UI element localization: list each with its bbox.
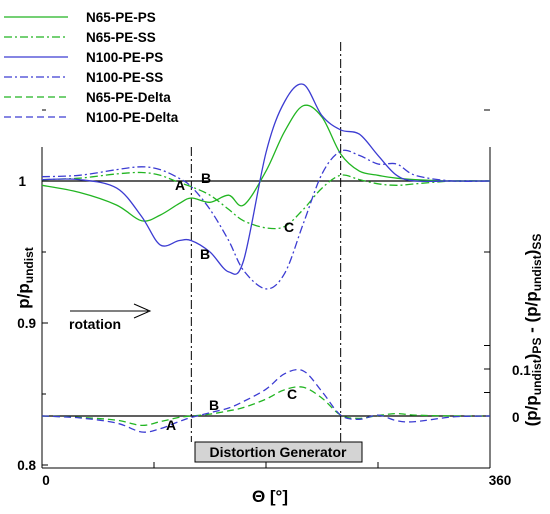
left-tick-label-0.8: 0.8: [17, 458, 36, 473]
legend-label-n65-pe-delta: N65-PE-Delta: [86, 90, 171, 105]
x-axis-label: Θ [°]: [252, 487, 288, 506]
annotation-B-lower: B: [209, 397, 219, 413]
distortion-generator-box: [194, 441, 363, 463]
legend-label-n100-pe-ss: N100-PE-SS: [86, 70, 163, 85]
series-line-n65-pe-delta: [41, 386, 491, 427]
annotation-C-upper: C: [284, 219, 294, 235]
legend: N65-PE-PS N65-PE-SS N100-PE-PS N100-PE-SS N6…: [4, 10, 179, 125]
right-axis-label: (p/pundist)PS - (p/pundist)SS: [522, 234, 544, 427]
annotation-B-middle: B: [200, 246, 210, 262]
rotation-arrow: [70, 303, 152, 319]
series-line-n100-pe-ps: [41, 83, 490, 275]
annotation-A-lower: A: [166, 417, 176, 433]
rotation-label: rotation: [69, 316, 121, 332]
right-tick-label-0: 0: [512, 410, 520, 425]
legend-label-n100-pe-ps: N100-PE-PS: [86, 50, 163, 65]
left-tick-label-0.9: 0.9: [17, 316, 36, 331]
curves: [41, 83, 491, 433]
left-tick-label-1: 1: [18, 174, 26, 189]
left-axis-label: p/pundist: [14, 247, 36, 309]
right-tick-label-0.1: 0.1: [512, 363, 531, 378]
annotation-B-upper: B: [201, 170, 211, 186]
x-tick-label-0: 0: [42, 473, 50, 488]
annotation-A-upper: A: [175, 177, 185, 193]
x-tick-label-360: 360: [489, 473, 512, 488]
legend-label-n100-pe-delta: N100-PE-Delta: [86, 110, 179, 125]
series-line-n100-pe-delta: [41, 368, 491, 433]
annotation-C-lower: C: [287, 386, 297, 402]
legend-label-n65-pe-ss: N65-PE-SS: [86, 30, 156, 45]
series-line-n100-pe-ss: [41, 149, 491, 290]
series-line-n65-pe-ps: [41, 104, 491, 222]
distortion-generator-label: Distortion Generator: [210, 444, 347, 460]
legend-label-n65-pe-ps: N65-PE-PS: [86, 10, 156, 25]
series-line-n65-pe-ss: [41, 171, 491, 230]
